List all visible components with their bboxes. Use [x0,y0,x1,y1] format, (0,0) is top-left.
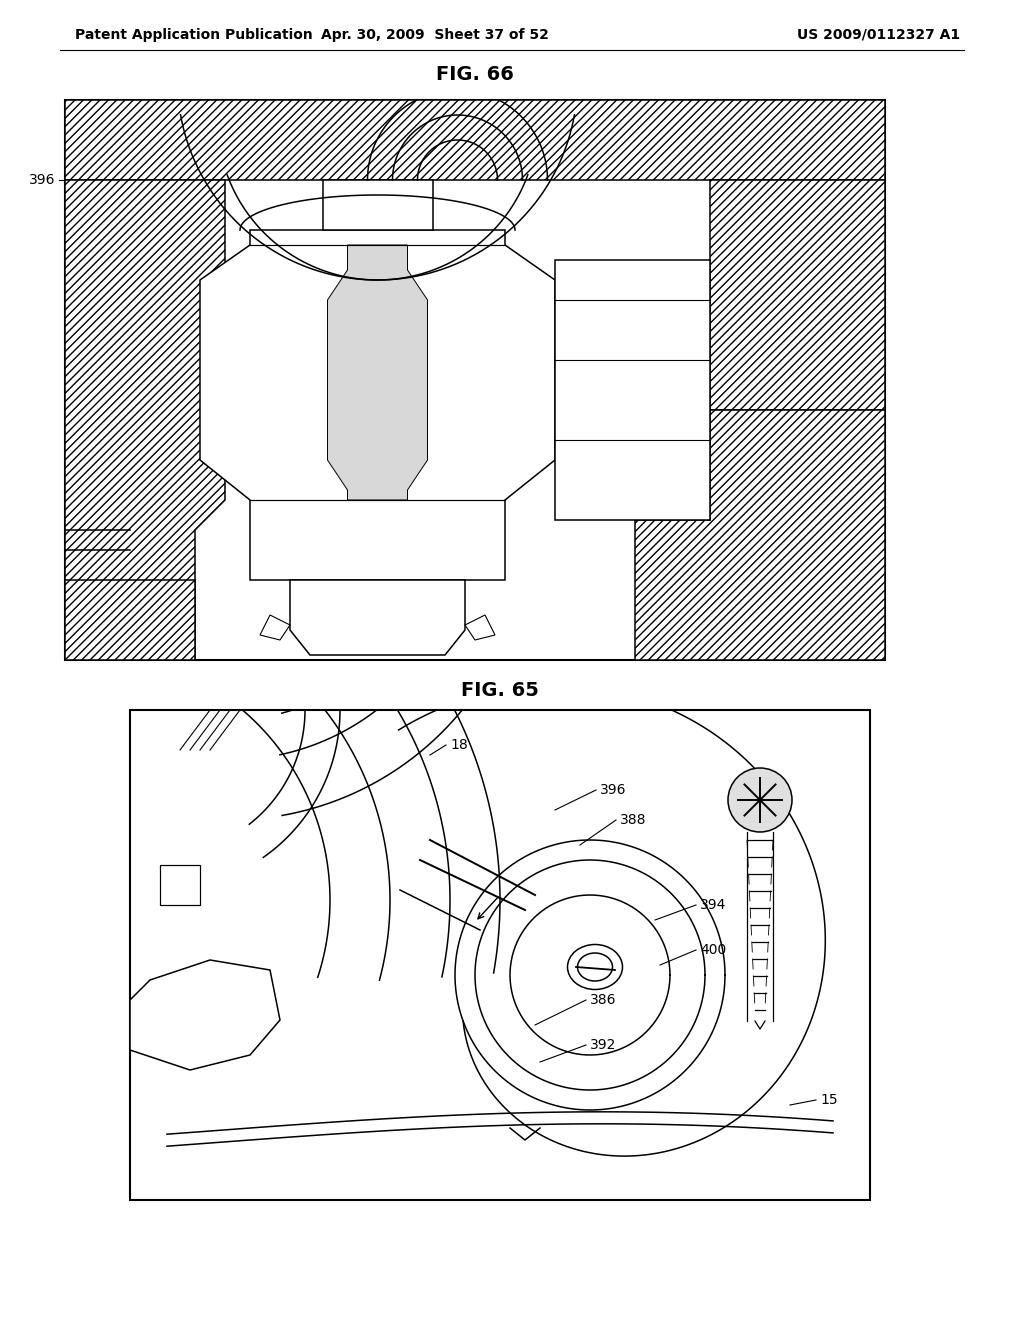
Polygon shape [328,246,427,500]
Text: 398: 398 [840,308,866,322]
Polygon shape [465,615,495,640]
Text: 392: 392 [590,1038,616,1052]
Text: 400: 400 [179,413,205,426]
Polygon shape [260,615,290,640]
Bar [130,710,870,1200]
Text: 18: 18 [450,738,468,752]
Polygon shape [200,230,555,579]
Text: 400: 400 [254,263,280,277]
Polygon shape [323,180,432,230]
Text: Patent Application Publication: Patent Application Publication [75,28,312,42]
Text: 390: 390 [840,352,866,367]
Polygon shape [555,260,710,520]
Text: 396: 396 [600,783,627,797]
Bar [65,100,885,660]
Text: FIG. 65: FIG. 65 [461,681,539,700]
Text: 396: 396 [29,173,55,187]
Polygon shape [290,579,465,655]
Polygon shape [160,865,200,906]
Circle shape [728,768,792,832]
Text: Apr. 30, 2009  Sheet 37 of 52: Apr. 30, 2009 Sheet 37 of 52 [322,28,549,42]
Text: 394: 394 [700,898,726,912]
Text: 388: 388 [620,813,646,828]
Polygon shape [130,960,280,1071]
Text: US 2009/0112327 A1: US 2009/0112327 A1 [797,28,961,42]
Polygon shape [65,579,195,660]
Text: 392: 392 [840,399,866,412]
Text: 15: 15 [820,1093,838,1107]
Text: 400: 400 [700,942,726,957]
Polygon shape [635,411,885,660]
Text: FIG. 66: FIG. 66 [436,66,514,84]
Polygon shape [710,180,885,411]
Text: 388: 388 [840,444,866,457]
Text: 394: 394 [840,492,866,507]
Polygon shape [65,180,225,660]
Polygon shape [65,100,885,180]
Text: 386: 386 [590,993,616,1007]
